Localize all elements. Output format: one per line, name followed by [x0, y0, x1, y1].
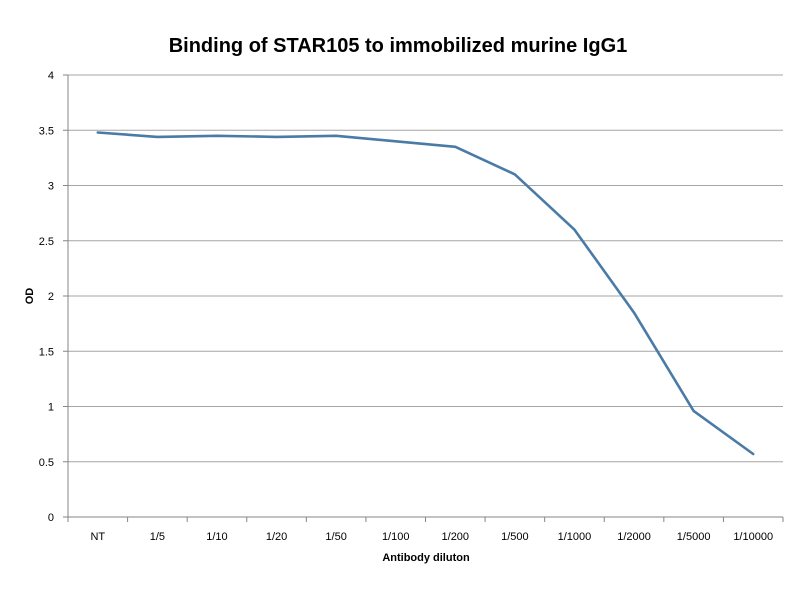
gridlines — [68, 74, 783, 463]
x-tick-labels: NT 1/5 1/10 1/20 1/50 1/100 1/200 1/500 1/1000 1/… — [90, 531, 773, 543]
x-tick-label: 1/200 — [442, 531, 470, 543]
x-tick-label: 1/1000 — [558, 531, 592, 543]
x-tick-label: 1/100 — [382, 531, 410, 543]
x-tick-label: 1/10000 — [733, 531, 773, 543]
y-tick-label: 0 — [48, 512, 54, 524]
y-tick-label: 1.5 — [39, 346, 54, 358]
series — [96, 131, 755, 456]
y-tick-label: 2 — [48, 291, 54, 303]
axes — [63, 74, 784, 522]
x-tick-label: 1/10 — [206, 531, 227, 543]
x-tick-label: 1/5000 — [677, 531, 711, 543]
x-tick-label: 1/5 — [150, 531, 165, 543]
y-tick-label: 4 — [48, 70, 54, 82]
chart-title: Binding of STAR105 to immobilized murine… — [169, 35, 628, 57]
x-tick-label: 1/2000 — [617, 531, 651, 543]
y-tick-label: 1 — [48, 402, 54, 414]
series-line — [96, 131, 755, 456]
x-tick-label: NT — [90, 531, 105, 543]
y-tick-labels: 0 0.5 1 1.5 2 2.5 3 3.5 4 — [39, 70, 54, 524]
y-tick-label: 2.5 — [39, 236, 54, 248]
x-axis-label: Antibody diluton — [382, 552, 470, 564]
x-tick-label: 1/20 — [266, 531, 287, 543]
y-axis-label: OD — [24, 288, 36, 305]
x-tick-label: 1/50 — [325, 531, 346, 543]
x-tick-label: 1/500 — [501, 531, 529, 543]
y-tick-label: 0.5 — [39, 457, 54, 469]
y-tick-label: 3.5 — [39, 125, 54, 137]
y-tick-label: 3 — [48, 181, 54, 193]
